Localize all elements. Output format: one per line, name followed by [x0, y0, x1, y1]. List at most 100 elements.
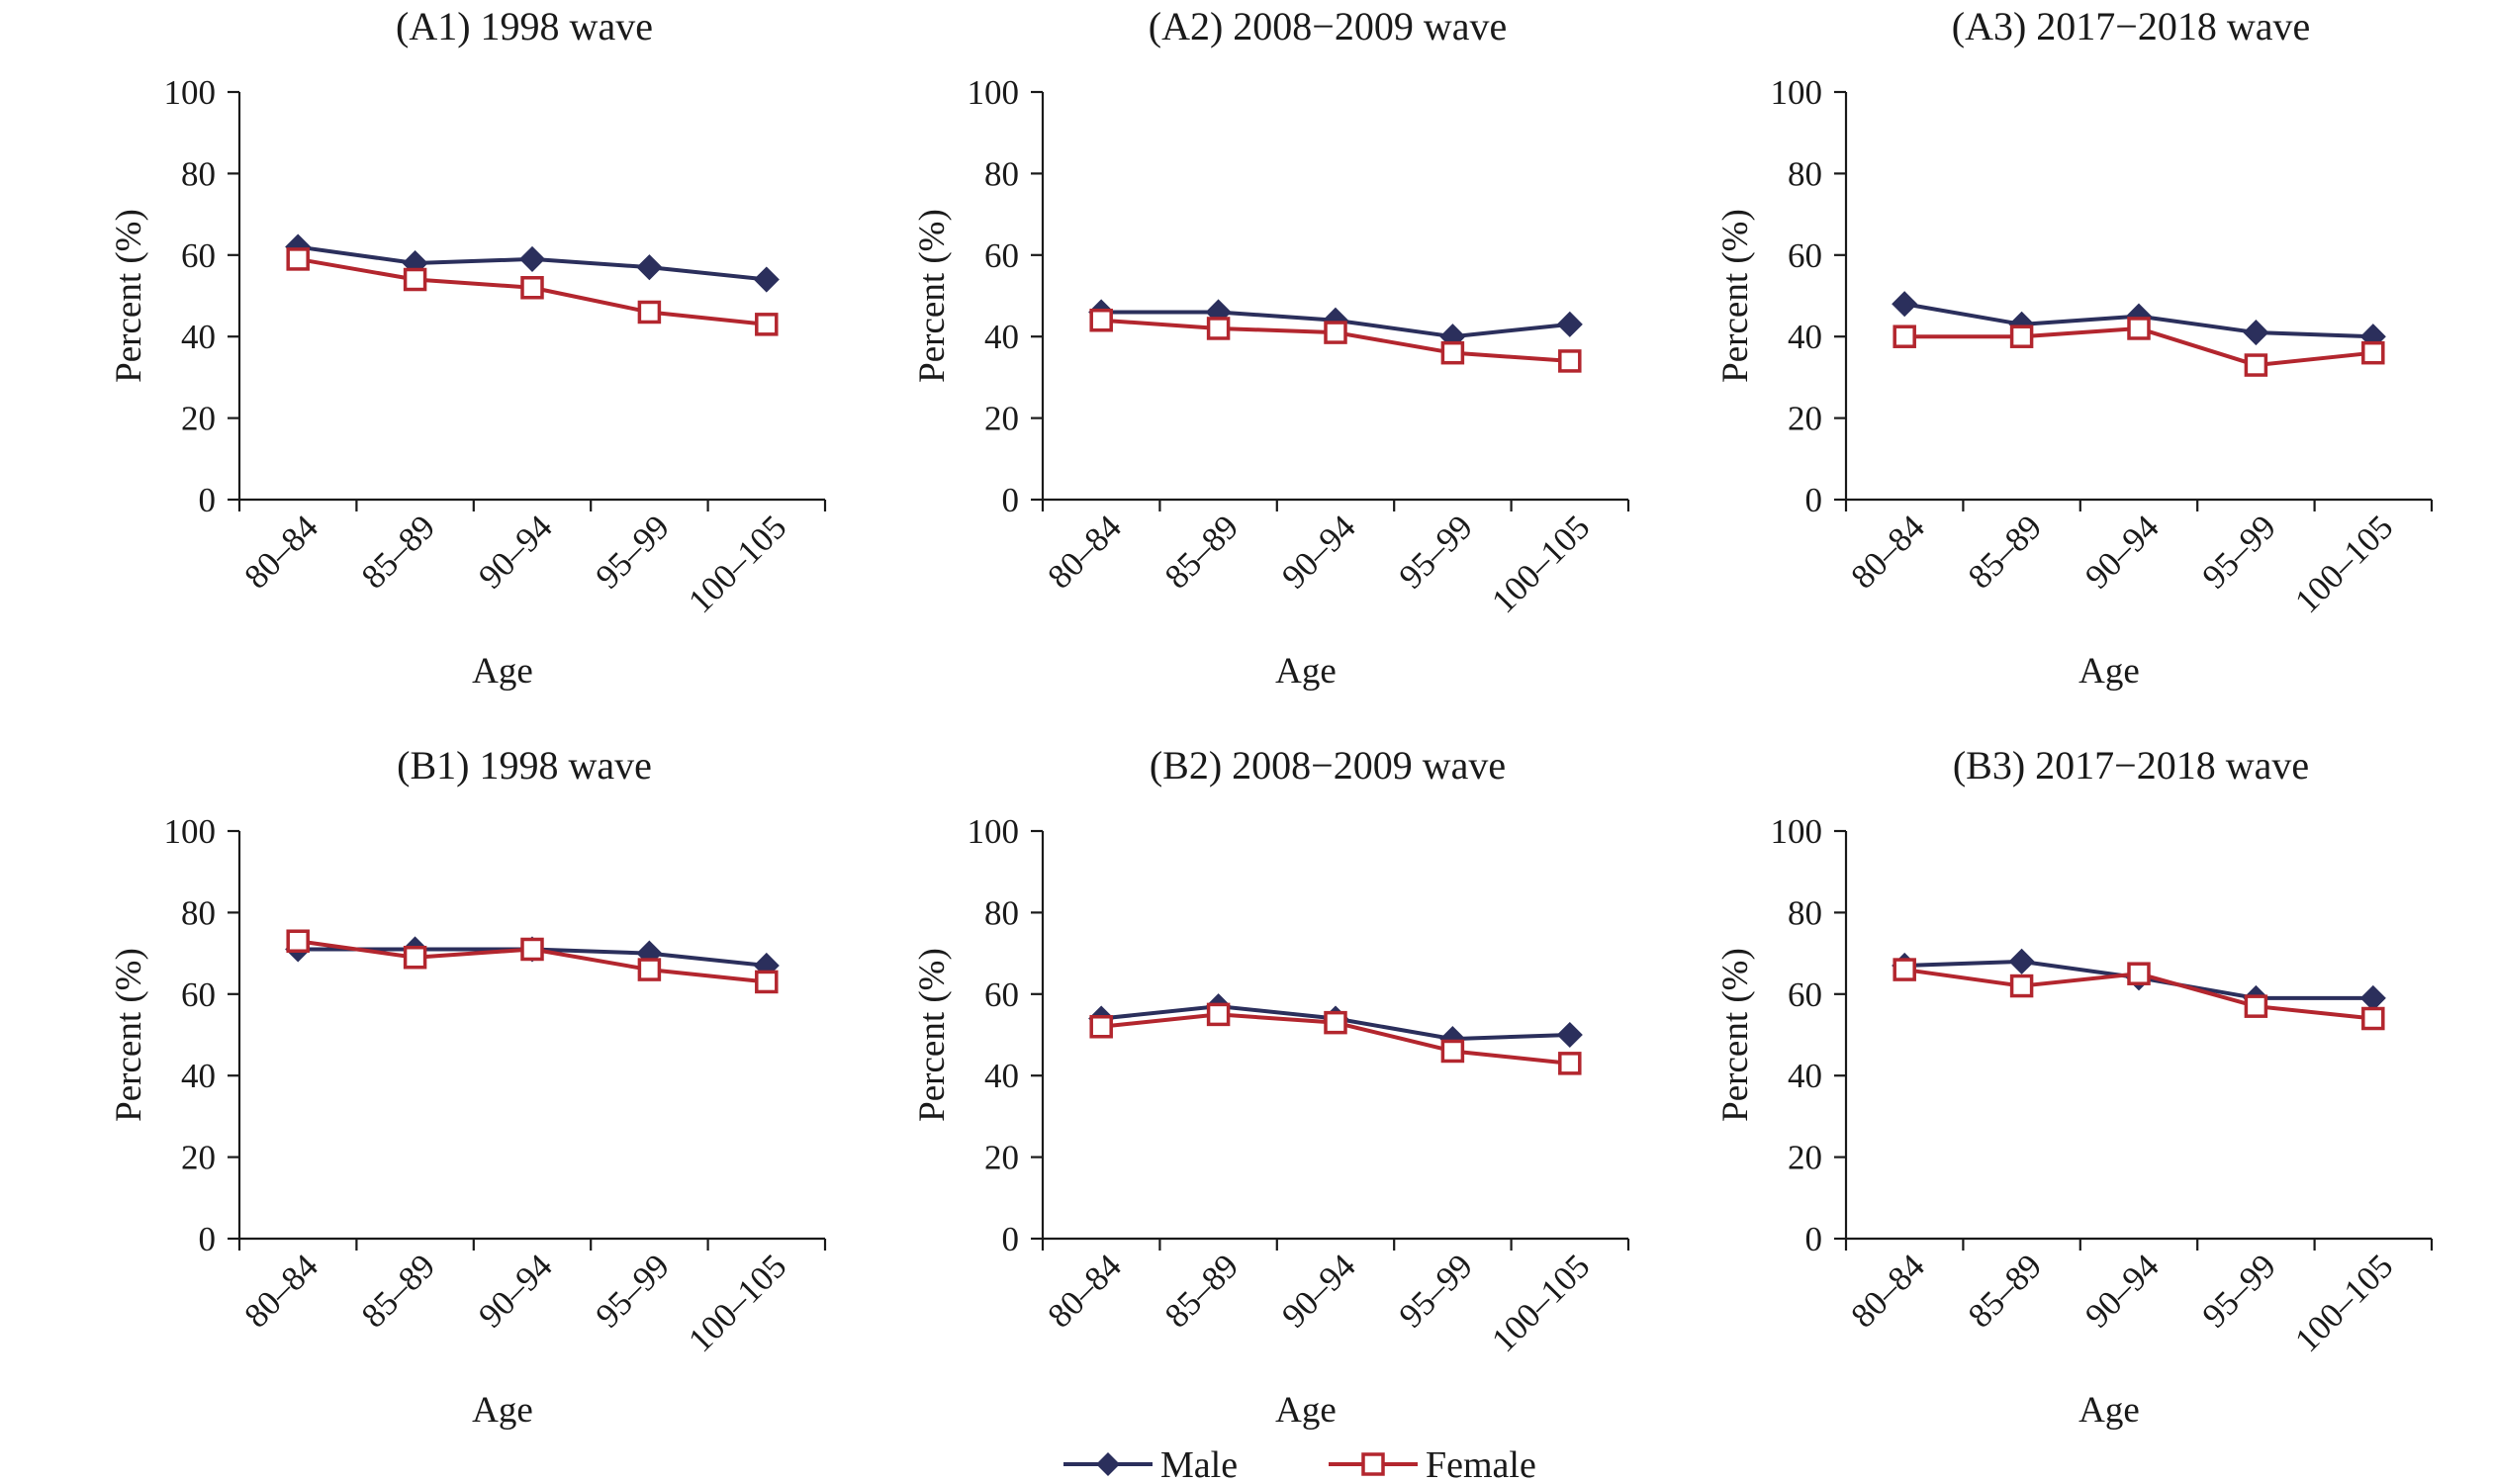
x-tick-label: 90–94: [471, 508, 559, 596]
y-tick-label: 40: [1788, 318, 1822, 356]
y-tick-label: 80: [181, 154, 216, 193]
legend-marker-male: [1096, 1452, 1120, 1476]
chart-title: (B2) 2008−2009 wave: [1150, 743, 1506, 788]
chart-title: (B3) 2017−2018 wave: [1953, 743, 2309, 788]
data-point-female: [2009, 325, 2034, 348]
data-point-female: [2244, 353, 2268, 377]
data-point-female: [403, 267, 427, 292]
data-point-female: [637, 300, 662, 325]
data-point-female: [1558, 1052, 1582, 1075]
y-tick-label: 60: [1788, 236, 1822, 275]
y-tick-label: 0: [1805, 1220, 1823, 1258]
legend-label-female: Female: [1426, 1444, 1536, 1484]
data-point-female: [1893, 325, 1916, 348]
chart-title: (A3) 2017−2018 wave: [1952, 4, 2310, 48]
data-point-female: [403, 945, 427, 970]
x-tick-label: 80–84: [236, 1247, 324, 1335]
chart-panel-6: (B3) 2017−2018 wave 0 20 40 60 80 100 80–84 85–8…: [1715, 743, 2434, 1431]
data-point-male: [518, 245, 546, 272]
x-axis-label: Age: [472, 651, 533, 692]
y-tick-label: 20: [181, 400, 216, 438]
data-point-female: [2127, 317, 2151, 340]
y-tick-label: 100: [164, 812, 217, 851]
data-point-female: [2009, 974, 2034, 998]
x-tick-label: 100–105: [2287, 508, 2400, 620]
y-tick-label: 20: [1788, 1139, 1822, 1177]
x-tick-label: 85–89: [354, 508, 442, 596]
y-axis-label: Percent (%): [109, 948, 149, 1122]
data-point-female: [637, 958, 662, 981]
y-tick-label: 20: [1788, 400, 1822, 438]
x-tick-label: 90–94: [2078, 1247, 2166, 1335]
y-tick-label: 20: [984, 400, 1019, 438]
y-tick-label: 60: [181, 236, 216, 275]
y-tick-label: 100: [968, 812, 1020, 851]
y-tick-label: 0: [1002, 1220, 1020, 1258]
x-tick-label: 95–99: [589, 508, 677, 596]
x-tick-label: 100–105: [681, 1247, 793, 1359]
data-point-female: [2244, 994, 2268, 1018]
data-point-male: [636, 254, 663, 281]
chart-panel-4: (B1) 1998 wave 0 20 40 60 80 100 80–84 85–89 90–9…: [109, 743, 827, 1431]
x-tick-label: 95–99: [2195, 508, 2283, 596]
y-tick-label: 20: [984, 1139, 1019, 1177]
y-tick-label: 80: [1788, 154, 1822, 193]
y-tick-label: 60: [984, 975, 1019, 1014]
x-axis-label: Age: [1275, 1390, 1337, 1431]
data-point-female: [1440, 1039, 1465, 1064]
y-tick-label: 0: [1805, 481, 1823, 519]
data-point-female: [1089, 1015, 1113, 1039]
x-axis-label: Age: [2078, 651, 2140, 692]
y-tick-label: 100: [164, 73, 217, 112]
data-point-female: [520, 276, 544, 300]
data-point-female: [1324, 321, 1347, 344]
data-point-female: [1558, 349, 1582, 373]
x-tick-label: 90–94: [471, 1247, 559, 1335]
data-point-female: [286, 247, 310, 271]
y-tick-label: 80: [984, 893, 1019, 932]
data-point-female: [2127, 962, 2151, 985]
y-tick-label: 40: [1788, 1057, 1822, 1095]
x-tick-label: 90–94: [1274, 508, 1362, 596]
y-tick-label: 40: [984, 318, 1019, 356]
y-tick-label: 0: [1002, 481, 1020, 519]
legend-marker-female: [1361, 1452, 1385, 1476]
legend: Male Female: [1063, 1444, 1536, 1484]
x-tick-label: 85–89: [1961, 508, 2049, 596]
x-tick-label: 95–99: [589, 1247, 677, 1335]
chart-panel-1: (A1) 1998 wave 0 20 40 60 80 100 80–84 85–89 90–9…: [109, 4, 827, 692]
x-tick-label: 90–94: [1274, 1247, 1362, 1335]
data-point-female: [1206, 1002, 1231, 1027]
y-tick-label: 40: [181, 318, 216, 356]
legend-label-male: Male: [1160, 1444, 1238, 1484]
legend-item-female: Female: [1329, 1444, 1536, 1484]
x-tick-label: 100–105: [1484, 508, 1597, 620]
y-axis-label: Percent (%): [109, 209, 149, 383]
y-tick-label: 60: [984, 236, 1019, 275]
x-tick-label: 90–94: [2078, 508, 2166, 596]
data-point-female: [286, 929, 310, 953]
y-tick-label: 20: [181, 1139, 216, 1177]
data-point-male: [2243, 320, 2269, 346]
data-point-male: [2359, 984, 2386, 1011]
y-tick-label: 100: [1771, 812, 1823, 851]
x-tick-label: 80–84: [1843, 1247, 1931, 1335]
legend-item-male: Male: [1063, 1444, 1238, 1484]
data-point-female: [520, 937, 544, 962]
x-tick-label: 100–105: [1484, 1247, 1597, 1359]
data-point-male: [2008, 948, 2035, 974]
y-tick-label: 100: [1771, 73, 1823, 112]
x-tick-label: 80–84: [1040, 508, 1128, 596]
data-point-male: [753, 266, 780, 293]
data-point-female: [1893, 958, 1916, 981]
data-point-male: [1892, 291, 1918, 318]
chart-panel-2: (A2) 2008−2009 wave 0 20 40 60 80 100 80–84 85–8…: [912, 4, 1630, 692]
data-point-female: [755, 970, 779, 994]
x-tick-label: 100–105: [681, 508, 793, 620]
y-axis-label: Percent (%): [912, 209, 953, 383]
x-tick-label: 95–99: [1392, 1247, 1480, 1335]
y-tick-label: 40: [181, 1057, 216, 1095]
y-tick-label: 0: [199, 1220, 217, 1258]
data-point-female: [755, 313, 779, 336]
